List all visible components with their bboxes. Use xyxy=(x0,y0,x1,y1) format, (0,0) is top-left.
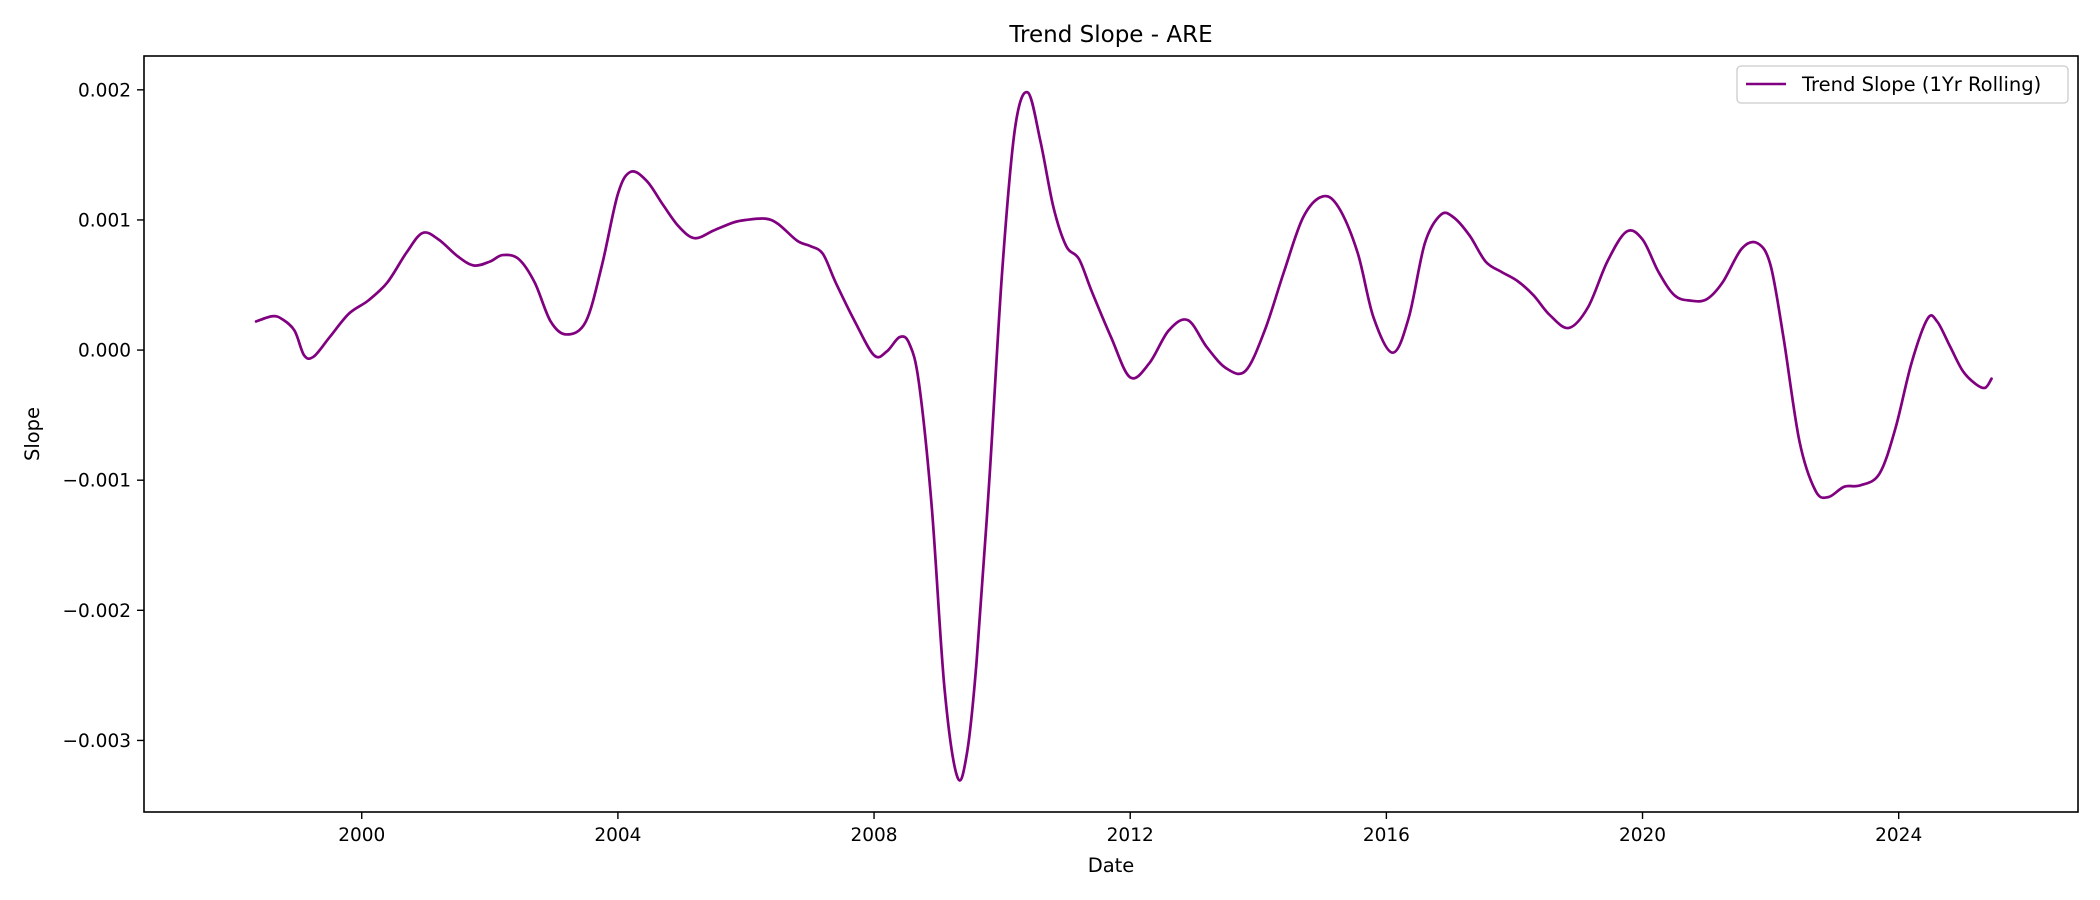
y-tick-label: 0.002 xyxy=(78,80,131,101)
plot-area xyxy=(143,55,2079,813)
y-tick-label: −0.003 xyxy=(63,731,131,752)
y-tick-label: 0.000 xyxy=(78,341,131,362)
series-line xyxy=(254,90,1993,782)
plot-frame xyxy=(143,55,2079,813)
x-tick-label: 2008 xyxy=(851,825,898,846)
x-tick-label: 2020 xyxy=(1619,825,1666,846)
y-tick-label: 0.001 xyxy=(78,210,131,231)
y-tick-label: −0.001 xyxy=(63,471,131,492)
y-axis: 0.002 0.001 0.000 −0.001 −0.002 −0.003 xyxy=(63,80,144,752)
x-tick-label: 2016 xyxy=(1363,825,1410,846)
chart-title: Trend Slope - ARE xyxy=(1008,22,1212,48)
line-layer xyxy=(254,90,1993,782)
x-tick-label: 2000 xyxy=(338,825,385,846)
y-axis-title: Slope xyxy=(21,407,44,461)
x-axis: 2000 2004 2008 2012 2016 2020 2024 xyxy=(338,812,1922,846)
x-tick-label: 2004 xyxy=(594,825,641,846)
x-axis-title: Date xyxy=(1088,854,1135,877)
x-tick-label: 2012 xyxy=(1107,825,1154,846)
legend-box xyxy=(1736,65,2069,104)
legend-label: Trend Slope (1Yr Rolling) xyxy=(1801,73,2041,96)
legend: Trend Slope (1Yr Rolling) xyxy=(1736,65,2069,104)
x-tick-label: 2024 xyxy=(1875,825,1922,846)
y-tick-label: −0.002 xyxy=(63,601,131,622)
